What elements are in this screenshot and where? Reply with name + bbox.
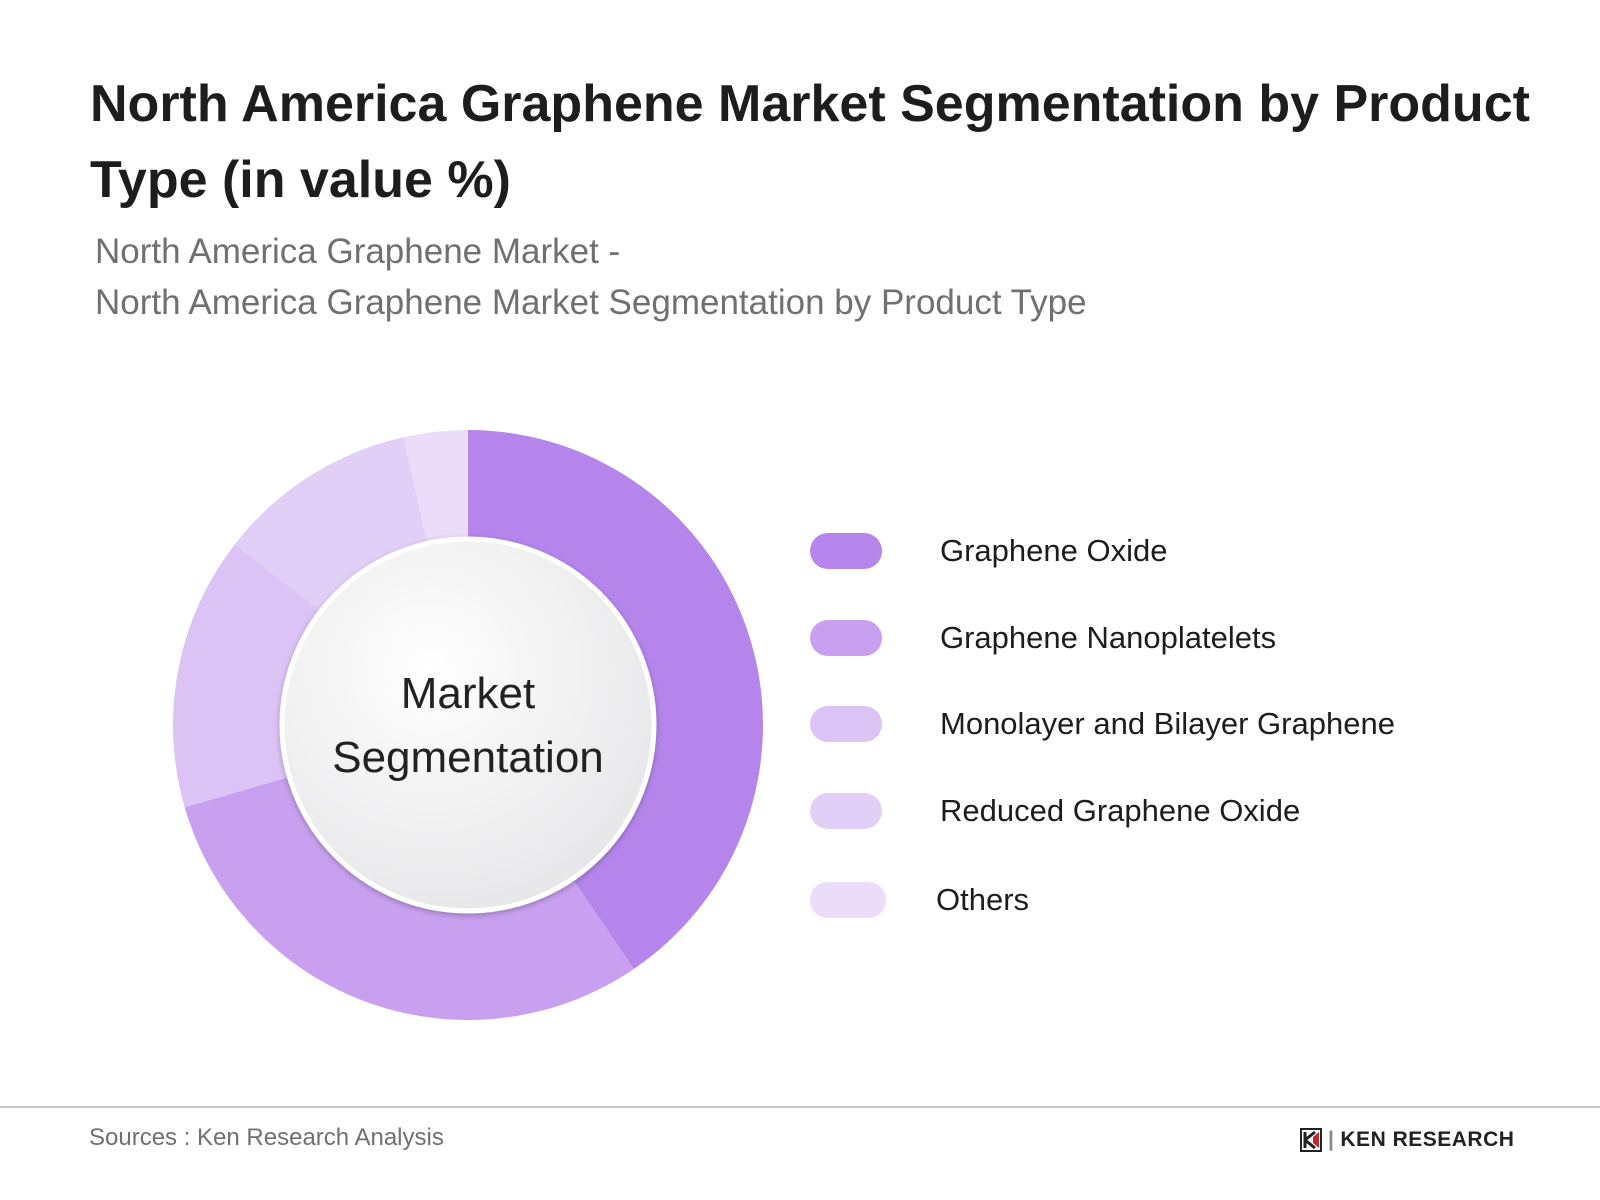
legend-label: Graphene Nanoplatelets: [940, 620, 1277, 655]
legend-label: Reduced Graphene Oxide: [940, 793, 1301, 828]
source-note: Sources : Ken Research Analysis: [89, 1124, 444, 1151]
legend-label: Others: [936, 882, 1030, 917]
legend-item: Others: [810, 880, 1029, 920]
donut-center: [279, 536, 657, 914]
chart-title: North America Graphene Market Segmentati…: [90, 75, 1530, 209]
legend-item: Reduced Graphene Oxide: [810, 791, 1300, 831]
footer-divider: [0, 1106, 1600, 1108]
legend-swatch: [810, 533, 882, 569]
ken-research-logo: | KEN RESEARCH: [1300, 1128, 1514, 1152]
legend-item: Monolayer and Bilayer Graphene: [810, 704, 1395, 744]
legend-swatch: [810, 620, 882, 656]
legend-label: Graphene Oxide: [940, 533, 1168, 568]
center-label-line-1: Market: [400, 669, 536, 718]
ken-logo-icon: [1300, 1128, 1322, 1152]
logo-text: KEN RESEARCH: [1340, 1128, 1515, 1151]
center-label: Market Segmentation: [318, 662, 618, 790]
legend-item: Graphene Oxide: [810, 531, 1167, 571]
legend-swatch: [810, 793, 882, 829]
legend-label: Monolayer and Bilayer Graphene: [940, 706, 1395, 741]
subtitle-line-1: North America Graphene Market -: [95, 232, 621, 271]
center-label-line-2: Segmentation: [332, 733, 604, 782]
legend-swatch: [810, 882, 886, 918]
legend-item: Graphene Nanoplatelets: [810, 618, 1276, 658]
subtitle-line-2: North America Graphene Market Segmentati…: [95, 283, 1087, 322]
legend-swatch: [810, 706, 882, 742]
